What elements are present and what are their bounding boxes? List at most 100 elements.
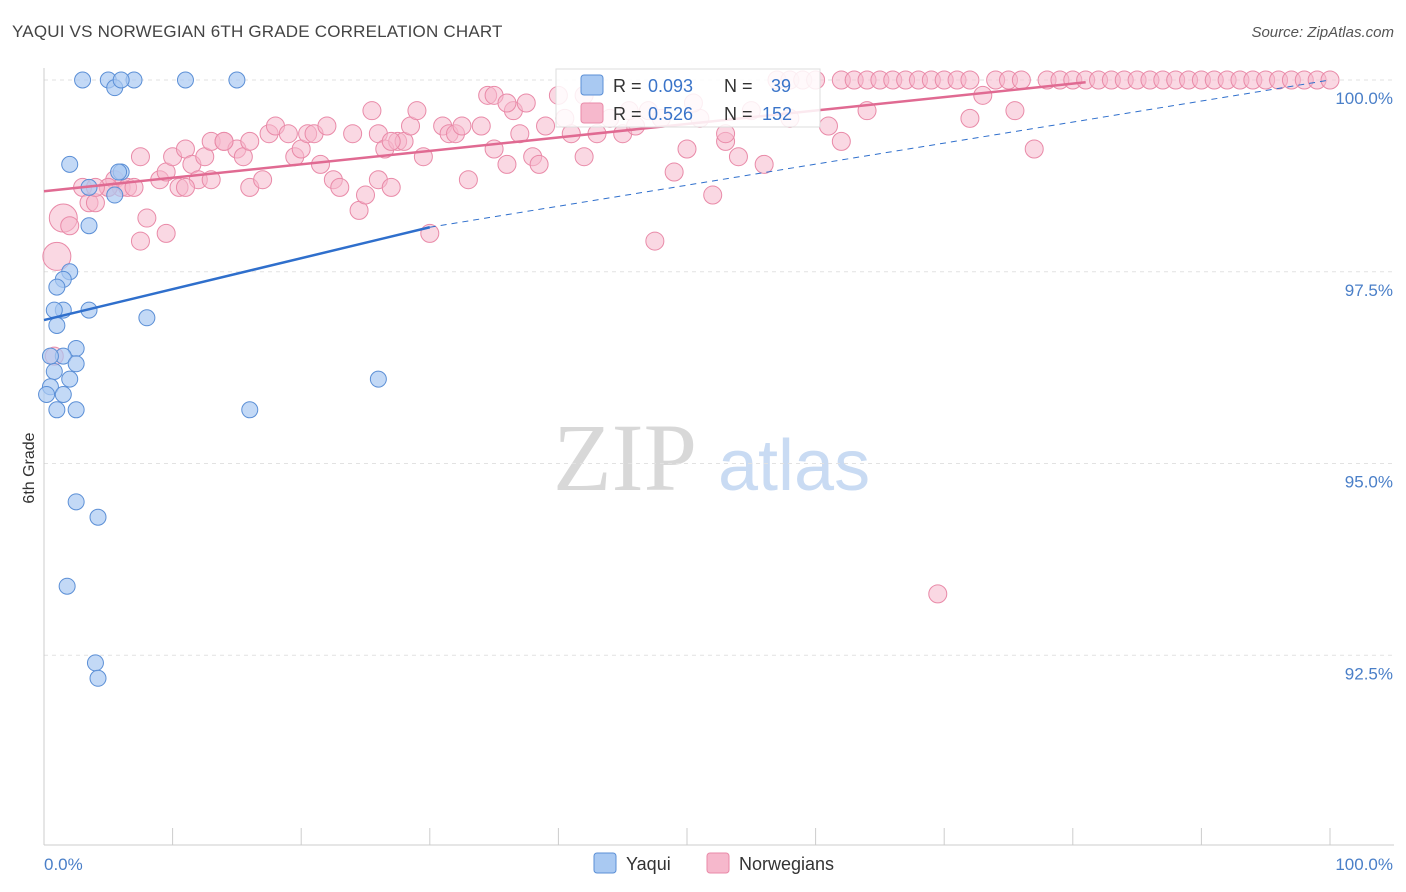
yaqui-point <box>54 385 72 403</box>
norwegians-point <box>407 101 427 121</box>
y-tick-label: 100.0% <box>1335 89 1393 108</box>
norwegians-point <box>818 116 838 136</box>
norwegians-point <box>42 241 72 271</box>
bottom-legend-swatch-norwegians <box>706 852 730 874</box>
norwegians-point <box>928 584 948 604</box>
yaqui-point <box>41 347 59 365</box>
norwegians-point <box>677 139 697 159</box>
yaqui-point <box>38 385 56 403</box>
yaqui-point <box>138 309 156 327</box>
yaqui-trend-line <box>43 226 431 322</box>
norwegians-point <box>1005 101 1025 121</box>
norwegians-point <box>330 177 350 197</box>
norwegians-point <box>831 131 851 151</box>
yaqui-point <box>48 401 66 419</box>
bottom-legend-swatch-yaqui <box>593 852 617 874</box>
yaqui-trend-extension <box>429 79 1331 228</box>
axes: 92.5% 95.0% 97.5% 100.0% 0.0% 100.0% <box>43 68 1394 874</box>
legend-yaqui-n-label: N = <box>724 76 753 96</box>
norwegians-point <box>1011 70 1031 90</box>
norwegians-point <box>529 154 549 174</box>
yaqui-point <box>228 71 246 89</box>
norwegians-point <box>130 231 150 251</box>
norwegians-point <box>497 154 517 174</box>
norwegians-point <box>458 170 478 190</box>
yaqui-point <box>67 493 85 511</box>
y-tick-label: 95.0% <box>1345 473 1393 492</box>
legend-yaqui-r-label: R = <box>613 76 642 96</box>
watermark-zip: ZIP <box>553 404 697 511</box>
yaqui-point <box>89 508 107 526</box>
norwegians-point <box>60 216 80 236</box>
stats-legend: R = 0.093 N = 39 R = 0.526 N = 152 <box>555 68 821 128</box>
norwegians-point <box>356 185 375 205</box>
norwegians-point <box>664 162 684 182</box>
norwegians-point <box>536 116 556 136</box>
norwegians-point <box>130 147 150 167</box>
gridlines <box>44 79 1394 656</box>
yaqui-point <box>106 186 124 204</box>
trend-lines <box>43 79 1331 322</box>
chart-title: YAQUI VS NORWEGIAN 6TH GRADE CORRELATION… <box>12 22 503 41</box>
bottom-legend: Yaqui Norwegians <box>593 852 834 874</box>
norwegians-point <box>362 101 382 121</box>
norwegians-point <box>343 124 363 144</box>
norwegians-point <box>960 70 980 90</box>
norwegians-point <box>381 131 401 151</box>
source-credit: Source: ZipAtlas.com <box>1251 24 1394 41</box>
norwegians-point <box>278 124 298 144</box>
norwegians-point <box>960 108 980 128</box>
legend-swatch-yaqui <box>580 74 604 96</box>
yaqui-point <box>48 278 66 296</box>
norwegians-point <box>253 170 273 190</box>
yaqui-point <box>112 71 130 89</box>
norwegians-point <box>381 177 401 197</box>
norwegians-point <box>645 231 665 251</box>
norwegians-point <box>1024 139 1044 159</box>
x-tick-label: 100.0% <box>1335 855 1393 874</box>
yaqui-point <box>110 163 128 181</box>
legend-swatch-norwegians <box>580 102 604 124</box>
norwegians-point <box>452 116 472 136</box>
x-tick-label: 0.0% <box>44 855 83 874</box>
norwegians-point <box>175 177 195 197</box>
norwegians-point <box>156 223 176 243</box>
yaqui-point <box>48 316 66 334</box>
legend-norw-r-value: 0.526 <box>648 104 693 124</box>
norwegians-points <box>42 70 1340 604</box>
norwegians-point <box>728 147 748 167</box>
yaqui-point <box>74 71 92 89</box>
yaqui-point <box>369 370 387 388</box>
norwegians-point <box>317 116 337 136</box>
yaqui-point <box>58 577 76 595</box>
bottom-legend-yaqui: Yaqui <box>626 854 671 874</box>
norwegians-point <box>973 85 993 105</box>
norwegians-point <box>497 93 517 113</box>
yaqui-point <box>80 217 98 235</box>
yaqui-points <box>38 71 387 687</box>
legend-norw-n-value: 152 <box>762 104 792 124</box>
legend-yaqui-r-value: 0.093 <box>648 76 693 96</box>
norwegians-point <box>214 131 234 151</box>
yaqui-point <box>89 669 107 687</box>
norwegians-trend-line <box>43 81 1086 193</box>
bottom-legend-norwegians: Norwegians <box>739 854 834 874</box>
yaqui-point <box>176 71 194 89</box>
norwegians-point <box>137 208 157 228</box>
norwegians-point <box>1320 70 1340 90</box>
norwegians-point <box>516 93 536 113</box>
norwegians-point <box>310 154 330 174</box>
y-tick-label: 92.5% <box>1345 664 1393 683</box>
norwegians-point <box>574 147 594 167</box>
yaqui-point <box>67 401 85 419</box>
y-axis-title: 6th Grade <box>21 432 38 503</box>
legend-norw-n-label: N = <box>724 104 753 124</box>
y-tick-label: 97.5% <box>1345 281 1393 300</box>
legend-yaqui-n-value: 39 <box>771 76 791 96</box>
norwegians-point <box>754 154 774 174</box>
yaqui-point <box>241 401 259 419</box>
norwegians-point <box>471 116 491 136</box>
yaqui-point <box>61 155 79 173</box>
yaqui-point <box>61 370 79 388</box>
